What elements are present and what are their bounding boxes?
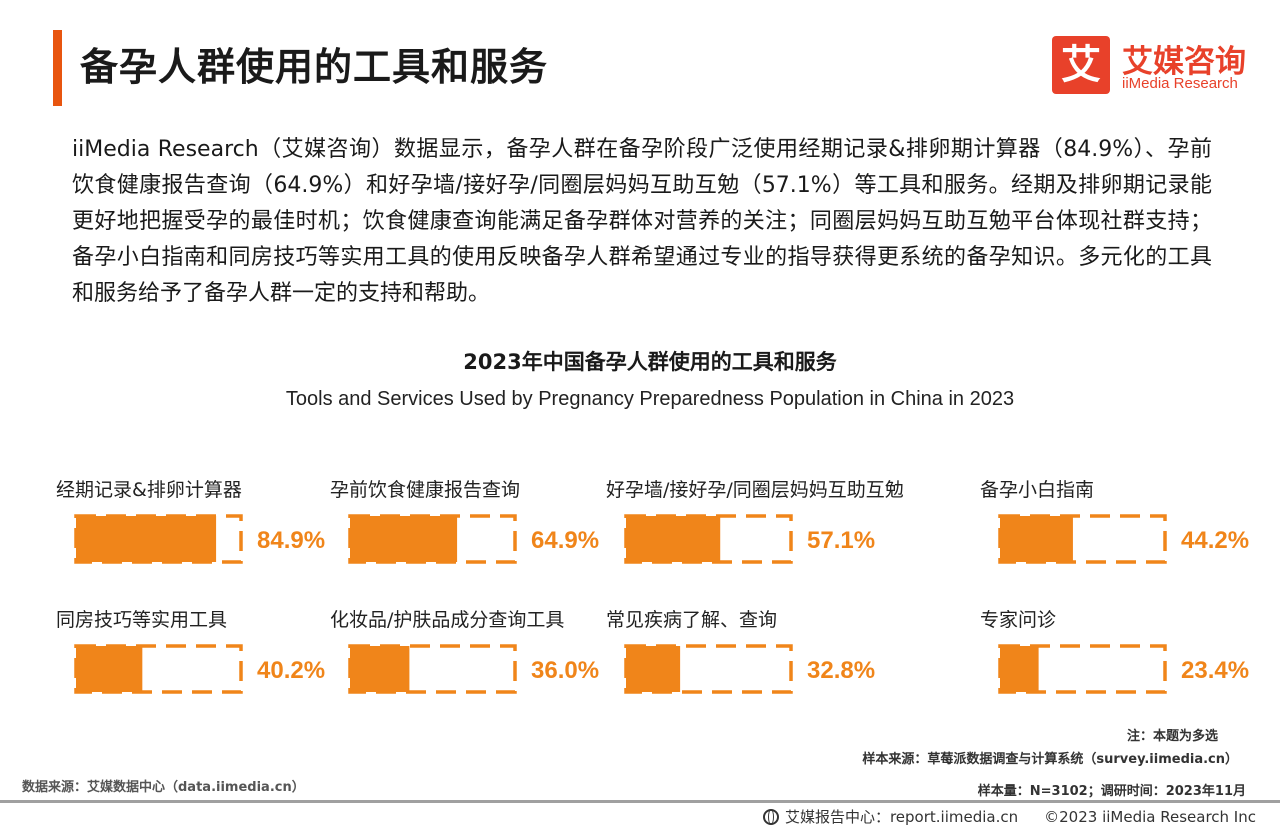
category-label: 经期记录&排卵计算器 [56, 479, 242, 501]
value-label: 23.4% [1181, 657, 1249, 684]
value-label: 44.2% [1181, 527, 1249, 554]
bar [76, 646, 143, 692]
category-label: 化妆品/护肤品成分查询工具 [330, 609, 564, 631]
category-label: 备孕小白指南 [980, 479, 1094, 501]
value-label: 64.9% [531, 527, 599, 554]
brand-logo: 艾 艾媒咨询 iiMedia Research [1052, 36, 1262, 98]
page-title: 备孕人群使用的工具和服务 [80, 45, 549, 89]
data-source: 数据来源：艾媒数据中心（data.iimedia.cn） [22, 780, 305, 795]
globe-icon [762, 808, 779, 825]
bar [1000, 646, 1039, 692]
value-label: 40.2% [257, 657, 325, 684]
logo-name-en: iiMedia Research [1122, 75, 1238, 92]
value-label: 84.9% [257, 527, 325, 554]
bar [626, 646, 681, 692]
logo-mark: 艾 [1052, 36, 1110, 94]
footer: 艾媒报告中心：report.iimedia.cn ©2023 iiMedia R… [762, 806, 1256, 827]
bar [350, 646, 410, 692]
category-label: 孕前饮食健康报告查询 [330, 479, 520, 501]
bar [1000, 516, 1073, 562]
value-label: 57.1% [807, 527, 875, 554]
value-label: 32.8% [807, 657, 875, 684]
bar-chart: 经期记录&排卵计算器 84.9% 孕前饮食健康报告查询 64.9% 好孕墙/接好孕/同圈… [56, 479, 1249, 694]
multi-select-note: 注：本题为多选 [1126, 729, 1218, 744]
copyright: ©2023 iiMedia Research Inc [1044, 807, 1256, 826]
category-label: 好孕墙/接好孕/同圈层妈妈互助互勉 [606, 479, 904, 501]
report-center-link[interactable]: 艾媒报告中心：report.iimedia.cn [784, 808, 1019, 826]
footer-divider [0, 800, 1280, 803]
chart-title: 2023年中国备孕人群使用的工具和服务 [463, 350, 837, 374]
chart-subtitle: Tools and Services Used by Pregnancy Pre… [285, 388, 1015, 410]
bar [626, 516, 721, 562]
bar [76, 516, 217, 562]
category-label: 专家问诊 [980, 609, 1056, 631]
category-label: 同房技巧等实用工具 [56, 609, 227, 631]
logo-name-cn: 艾媒咨询 [1122, 44, 1246, 80]
sample-size: 样本量：N=3102；调研时间：2023年11月 [977, 784, 1246, 799]
summary-paragraph: iiMedia Research（艾媒咨询）数据显示，备孕人群在备孕阶段广泛使用… [72, 137, 1212, 306]
bar [350, 516, 458, 562]
title-accent-bar [53, 30, 62, 106]
value-label: 36.0% [531, 657, 599, 684]
sample-source: 样本来源：草莓派数据调查与计算系统（survey.iimedia.cn） [862, 752, 1238, 767]
category-label: 常见疾病了解、查询 [606, 609, 777, 631]
